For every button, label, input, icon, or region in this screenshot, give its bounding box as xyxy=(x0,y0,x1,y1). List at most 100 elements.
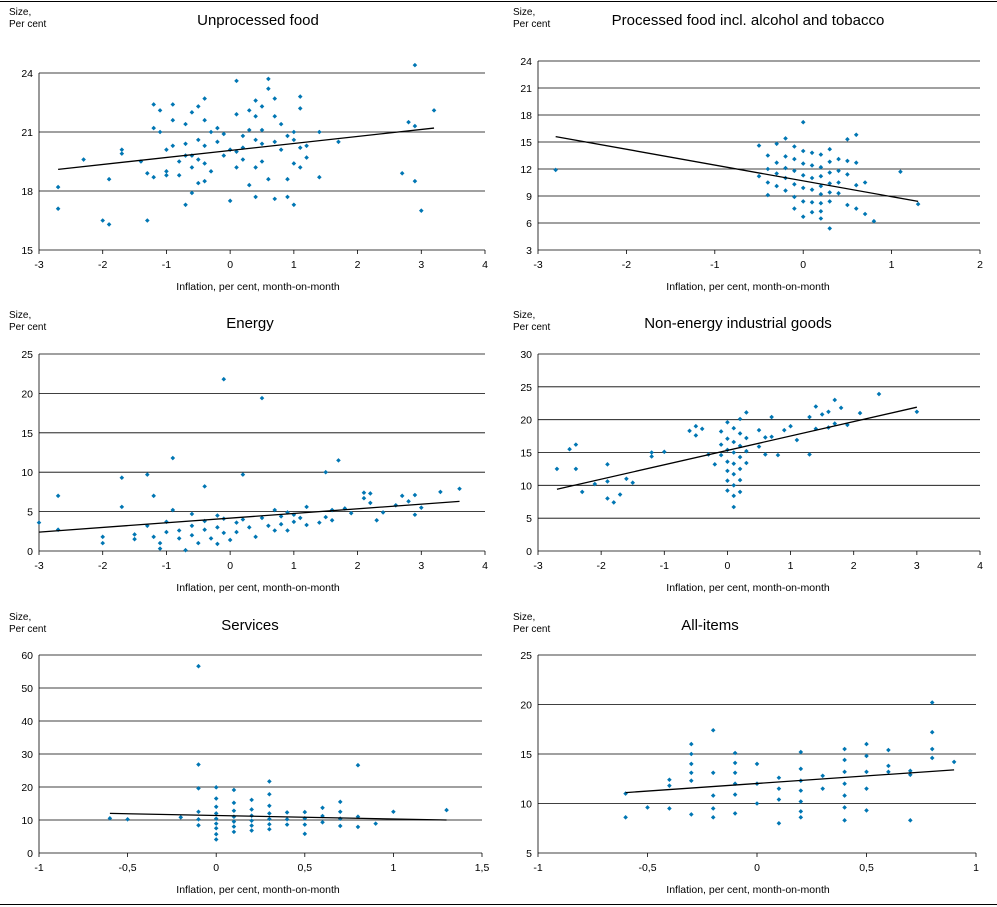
data-point xyxy=(725,419,730,425)
x-tick-label: 2 xyxy=(355,259,361,271)
data-point xyxy=(731,483,737,488)
data-point xyxy=(818,173,824,179)
data-point xyxy=(798,749,804,755)
trend-line xyxy=(38,500,460,533)
data-point xyxy=(259,104,265,109)
x-tick-label: -3 xyxy=(533,259,542,271)
data-point xyxy=(836,180,841,185)
data-point xyxy=(687,428,692,434)
data-point xyxy=(170,455,176,461)
data-point xyxy=(259,127,265,133)
data-point xyxy=(246,525,252,530)
data-point xyxy=(272,196,278,202)
data-point xyxy=(195,157,201,162)
data-point xyxy=(929,755,935,761)
data-point xyxy=(317,520,322,525)
data-point xyxy=(871,218,877,224)
data-point xyxy=(355,762,361,768)
data-point xyxy=(284,817,290,822)
data-point xyxy=(731,439,737,445)
data-point xyxy=(157,546,163,551)
y-tick-label: 0 xyxy=(27,848,33,860)
data-point xyxy=(617,492,623,497)
data-point xyxy=(737,489,743,495)
x-tick-label: -3 xyxy=(533,560,542,572)
data-point xyxy=(592,481,598,487)
scatter-panel-3: Energy Size,Per cent 0 5 10 15 20 25 -3 -2 -1 0 1 2 3 4… xyxy=(9,310,488,594)
y-tick-label: 24 xyxy=(21,68,33,80)
x-tick-label: 0 xyxy=(754,862,760,874)
data-point xyxy=(798,766,804,772)
data-point xyxy=(774,171,779,176)
data-point xyxy=(285,176,290,182)
data-point xyxy=(189,511,195,517)
scatter-panel-2: Processed food incl. alcohol and tobacco… xyxy=(513,7,983,293)
data-point xyxy=(189,190,195,196)
data-point xyxy=(624,476,629,482)
x-tick-label: -0,5 xyxy=(638,862,656,874)
data-point xyxy=(284,822,290,827)
data-point xyxy=(832,397,838,403)
data-point xyxy=(202,96,207,101)
data-point xyxy=(731,450,737,455)
data-point xyxy=(213,796,219,801)
data-point xyxy=(36,520,42,525)
data-point xyxy=(769,434,774,440)
data-point xyxy=(213,821,219,826)
data-point xyxy=(302,809,308,815)
data-point xyxy=(221,153,227,158)
data-point xyxy=(368,500,373,506)
y-tick-label: 25 xyxy=(520,650,532,662)
data-point xyxy=(267,811,272,816)
data-point xyxy=(55,206,61,211)
y-tick-label: 12 xyxy=(520,164,532,176)
data-point xyxy=(297,145,303,151)
data-point xyxy=(272,96,278,101)
data-point xyxy=(776,786,782,791)
x-tick-label: 1 xyxy=(973,862,979,874)
data-point xyxy=(853,132,859,138)
data-point xyxy=(317,174,322,180)
data-point xyxy=(553,167,558,173)
data-point xyxy=(731,504,737,510)
data-point xyxy=(744,460,749,466)
data-point xyxy=(278,147,284,152)
data-point xyxy=(418,505,424,510)
data-point xyxy=(689,761,694,767)
data-point xyxy=(240,133,246,139)
data-point xyxy=(267,826,272,832)
x-tick-label: 4 xyxy=(977,560,983,572)
data-point xyxy=(291,202,297,208)
data-point xyxy=(374,517,379,523)
data-point xyxy=(710,727,716,733)
data-point xyxy=(170,102,176,107)
data-point xyxy=(693,433,699,438)
data-point xyxy=(792,168,797,174)
x-tick-label: -2 xyxy=(98,560,107,572)
y-tick-label: 9 xyxy=(526,191,532,203)
x-tick-label: -1 xyxy=(162,560,171,572)
data-point xyxy=(249,807,254,812)
data-point xyxy=(820,773,825,779)
data-point xyxy=(231,829,237,835)
y-tick-label: 20 xyxy=(21,782,33,794)
data-point xyxy=(765,166,771,172)
x-tick-label: 3 xyxy=(418,560,424,572)
data-point xyxy=(297,515,303,521)
x-tick-label: 3 xyxy=(914,560,920,572)
data-point xyxy=(246,182,252,188)
data-point xyxy=(221,131,227,137)
data-point xyxy=(393,502,399,508)
data-point xyxy=(253,194,258,200)
data-point xyxy=(763,435,768,440)
data-point xyxy=(304,143,309,149)
data-point xyxy=(827,170,833,175)
y-tick-label: 15 xyxy=(520,448,532,460)
data-point xyxy=(164,172,169,178)
data-point xyxy=(792,194,797,200)
data-point xyxy=(231,824,237,829)
data-point xyxy=(774,141,779,147)
data-point xyxy=(864,808,869,813)
data-point xyxy=(611,500,617,505)
